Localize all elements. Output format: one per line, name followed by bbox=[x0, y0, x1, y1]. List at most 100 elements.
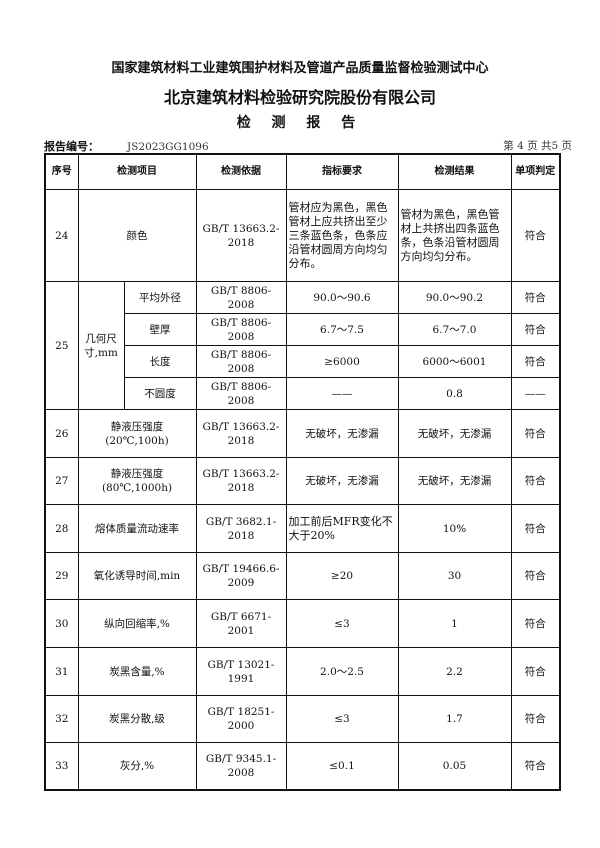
requirement: 90.0～90.6 bbox=[285, 281, 399, 314]
column-header: 检测项目 bbox=[77, 153, 197, 190]
test-basis: GB/T 13021-1991 bbox=[195, 647, 287, 696]
table-row: 28 熔体质量流动速率 GB/T 3682.1-2018 加工前后MFR变化不大于20… bbox=[44, 504, 561, 553]
test-basis: GB/T 8806-2008 bbox=[195, 345, 287, 378]
test-basis: GB/T 19466.6-2009 bbox=[195, 552, 287, 600]
row-number: 31 bbox=[44, 647, 79, 696]
test-basis: GB/T 13663.2-2018 bbox=[195, 409, 287, 458]
table-row: 27 静液压强度(80℃,1000h) GB/T 13663.2-2018 无破坏，无… bbox=[44, 457, 561, 505]
test-item: 几何尺寸,mm bbox=[77, 281, 125, 410]
result: 管材为黑色，黑色管材上共挤出四条蓝色条，色条沿管材圆周方向均匀分布。 bbox=[397, 189, 512, 282]
requirement: 管材应为黑色，黑色管材上应共挤出至少三条蓝色条，色条应沿管材圆周方向均匀分布。 bbox=[285, 189, 399, 282]
report-meta: 报告编号： JS2023GG1096 第 4 页 共5 页 bbox=[44, 138, 572, 154]
page-indicator: 第 4 页 共5 页 bbox=[503, 140, 572, 152]
test-item: 熔体质量流动速率 bbox=[77, 504, 197, 553]
test-item: 静液压强度(20℃,100h) bbox=[77, 409, 197, 458]
test-basis: GB/T 13663.2-2018 bbox=[195, 189, 287, 282]
sub-item: 长度 bbox=[123, 345, 197, 378]
result: 10% bbox=[397, 504, 512, 553]
company-title: 北京建筑材料检验研究院股份有限公司 bbox=[163, 88, 436, 107]
column-header: 检测结果 bbox=[397, 153, 512, 190]
requirement: 无破坏，无渗漏 bbox=[285, 409, 399, 458]
result: 0.8 bbox=[397, 377, 512, 410]
result: 1 bbox=[397, 599, 512, 648]
verdict: 符合 bbox=[510, 504, 561, 553]
test-basis: GB/T 3682.1-2018 bbox=[195, 504, 287, 553]
row-number: 26 bbox=[44, 409, 79, 458]
verdict: 符合 bbox=[510, 345, 561, 378]
verdict: 符合 bbox=[510, 457, 561, 505]
result: 1.7 bbox=[397, 695, 512, 743]
document-title: 检 测 报 告 bbox=[236, 115, 364, 131]
table-row: 31 炭黑含量,% GB/T 13021-1991 2.0～2.5 2.2 符合 bbox=[44, 647, 561, 696]
verdict: 符合 bbox=[510, 409, 561, 458]
report-number-label: 报告编号： bbox=[44, 140, 99, 153]
test-basis: GB/T 6671-2001 bbox=[195, 599, 287, 648]
table-row: 33 灰分,% GB/T 9345.1-2008 ≤0.1 0.05 符合 bbox=[44, 742, 561, 790]
table-row: 29 氧化诱导时间,min GB/T 19466.6-2009 ≥20 30 符合 bbox=[44, 552, 561, 600]
row-number: 28 bbox=[44, 504, 79, 553]
test-basis: GB/T 9345.1-2008 bbox=[195, 742, 287, 790]
requirement: 6.7～7.5 bbox=[285, 313, 399, 346]
sub-item: 不圆度 bbox=[123, 377, 197, 410]
result: 6.7～7.0 bbox=[397, 313, 512, 346]
test-item: 炭黑分散,级 bbox=[77, 695, 197, 743]
table-row: 24 颜色 GB/T 13663.2-2018 管材应为黑色，黑色管材上应共挤出至少三… bbox=[44, 189, 561, 282]
verdict: 符合 bbox=[510, 599, 561, 648]
sub-item: 平均外径 bbox=[123, 281, 197, 314]
row-number: 29 bbox=[44, 552, 79, 600]
requirement: 2.0～2.5 bbox=[285, 647, 399, 696]
test-item: 灰分,% bbox=[77, 742, 197, 790]
test-basis: GB/T 8806-2008 bbox=[195, 313, 287, 346]
verdict: 符合 bbox=[510, 647, 561, 696]
sub-item: 壁厚 bbox=[123, 313, 197, 346]
requirement: 加工前后MFR变化不大于20% bbox=[285, 504, 399, 553]
requirement: ≥6000 bbox=[285, 345, 399, 378]
row-number: 30 bbox=[44, 599, 79, 648]
requirement: ≤0.1 bbox=[285, 742, 399, 790]
test-item: 颜色 bbox=[77, 189, 197, 282]
table-row: 26 静液压强度(20℃,100h) GB/T 13663.2-2018 无破坏，无渗… bbox=[44, 409, 561, 458]
table-row: 壁厚 GB/T 8806-2008 6.7～7.5 6.7～7.0 符合 bbox=[45, 313, 561, 346]
requirement: ≥20 bbox=[285, 552, 399, 600]
requirement: ≤3 bbox=[285, 599, 399, 648]
requirement: —— bbox=[285, 377, 399, 410]
test-item: 氧化诱导时间,min bbox=[77, 552, 197, 600]
org-title: 国家建筑材料工业建筑围护材料及管道产品质量监督检验测试中心 bbox=[111, 61, 489, 76]
table-row: 32 炭黑分散,级 GB/T 18251-2000 ≤3 1.7 符合 bbox=[44, 695, 561, 743]
result: 90.0～90.2 bbox=[397, 281, 512, 314]
result: 6000～6001 bbox=[397, 345, 512, 378]
verdict: 符合 bbox=[510, 189, 561, 282]
row-number: 27 bbox=[44, 457, 79, 505]
table-row: 长度 GB/T 8806-2008 ≥6000 6000～6001 符合 bbox=[45, 345, 561, 378]
requirement: ≤3 bbox=[285, 695, 399, 743]
result: 2.2 bbox=[397, 647, 512, 696]
report-number: JS2023GG1096 bbox=[127, 141, 209, 153]
test-item: 炭黑含量,% bbox=[77, 647, 197, 696]
test-basis: GB/T 13663.2-2018 bbox=[195, 457, 287, 505]
column-header: 检测依据 bbox=[195, 153, 287, 190]
result: 无破坏，无渗漏 bbox=[397, 457, 512, 505]
test-item: 纵向回缩率,% bbox=[77, 599, 197, 648]
table-row: 25 几何尺寸,mm 平均外径 GB/T 8806-2008 90.0～90.6 90.0… bbox=[44, 281, 561, 410]
row-number: 33 bbox=[44, 742, 79, 790]
result: 0.05 bbox=[397, 742, 512, 790]
row-number: 24 bbox=[44, 189, 79, 282]
verdict: 符合 bbox=[510, 695, 561, 743]
row-number: 32 bbox=[44, 695, 79, 743]
result: 30 bbox=[397, 552, 512, 600]
table-header-row: 序号 检测项目 检测依据 指标要求 检测结果 单项判定 bbox=[44, 153, 561, 190]
verdict: 符合 bbox=[510, 742, 561, 790]
column-header: 单项判定 bbox=[510, 153, 561, 190]
column-header: 指标要求 bbox=[285, 153, 399, 190]
row-number: 25 bbox=[44, 281, 79, 410]
verdict: 符合 bbox=[510, 313, 561, 346]
verdict: 符合 bbox=[510, 552, 561, 600]
column-header: 序号 bbox=[44, 153, 79, 190]
table-row: 30 纵向回缩率,% GB/T 6671-2001 ≤3 1 符合 bbox=[44, 599, 561, 648]
requirement: 无破坏，无渗漏 bbox=[285, 457, 399, 505]
test-item: 静液压强度(80℃,1000h) bbox=[77, 457, 197, 505]
test-basis: GB/T 8806-2008 bbox=[195, 377, 287, 410]
results-table: 序号 检测项目 检测依据 指标要求 检测结果 单项判定 24 颜色 GB/T 13663.2-… bbox=[44, 153, 561, 791]
verdict: —— bbox=[510, 377, 561, 410]
result: 无破坏，无渗漏 bbox=[397, 409, 512, 458]
